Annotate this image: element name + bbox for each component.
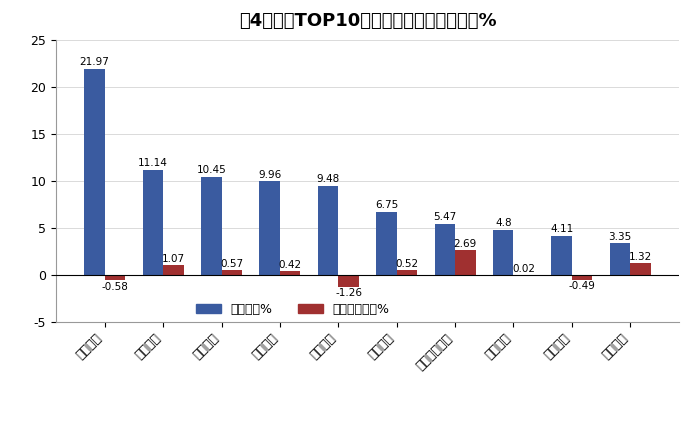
Text: 4.8: 4.8 xyxy=(495,218,512,228)
Text: 9.96: 9.96 xyxy=(258,169,281,180)
Title: 前4月轻卡TOP10企业市场占比及同比增减%: 前4月轻卡TOP10企业市场占比及同比增减% xyxy=(239,13,496,30)
Text: 3.35: 3.35 xyxy=(608,232,631,241)
Bar xyxy=(221,270,242,275)
Bar xyxy=(493,230,514,275)
Bar xyxy=(455,250,475,275)
Bar xyxy=(84,69,105,275)
Text: 2.69: 2.69 xyxy=(454,239,477,249)
Text: 9.48: 9.48 xyxy=(316,174,340,184)
Bar xyxy=(143,170,163,275)
Bar xyxy=(610,244,630,275)
Text: 0.02: 0.02 xyxy=(512,264,536,274)
Text: 1.07: 1.07 xyxy=(162,254,185,264)
Text: -0.58: -0.58 xyxy=(102,282,128,292)
Legend: 市场份额%, 份额同比增减%: 市场份额%, 份额同比增减% xyxy=(190,298,395,321)
Bar xyxy=(397,270,417,275)
Bar xyxy=(377,211,397,275)
Text: -0.49: -0.49 xyxy=(568,281,596,291)
Text: 11.14: 11.14 xyxy=(138,158,168,169)
Bar xyxy=(630,262,651,275)
Text: 6.75: 6.75 xyxy=(375,200,398,210)
Bar xyxy=(201,177,221,275)
Text: 0.52: 0.52 xyxy=(395,259,419,269)
Text: -1.26: -1.26 xyxy=(335,288,362,299)
Bar xyxy=(105,275,125,280)
Bar xyxy=(338,275,358,287)
Text: 1.32: 1.32 xyxy=(629,252,652,261)
Bar xyxy=(280,271,300,275)
Text: 5.47: 5.47 xyxy=(433,212,456,222)
Bar xyxy=(572,275,592,279)
Text: 0.42: 0.42 xyxy=(279,260,302,270)
Bar xyxy=(435,224,455,275)
Bar xyxy=(163,265,183,275)
Text: 0.57: 0.57 xyxy=(220,259,244,269)
Bar xyxy=(552,236,572,275)
Bar xyxy=(318,186,338,275)
Text: 10.45: 10.45 xyxy=(197,165,226,175)
Text: 4.11: 4.11 xyxy=(550,224,573,234)
Bar xyxy=(260,181,280,275)
Text: 21.97: 21.97 xyxy=(80,57,109,67)
